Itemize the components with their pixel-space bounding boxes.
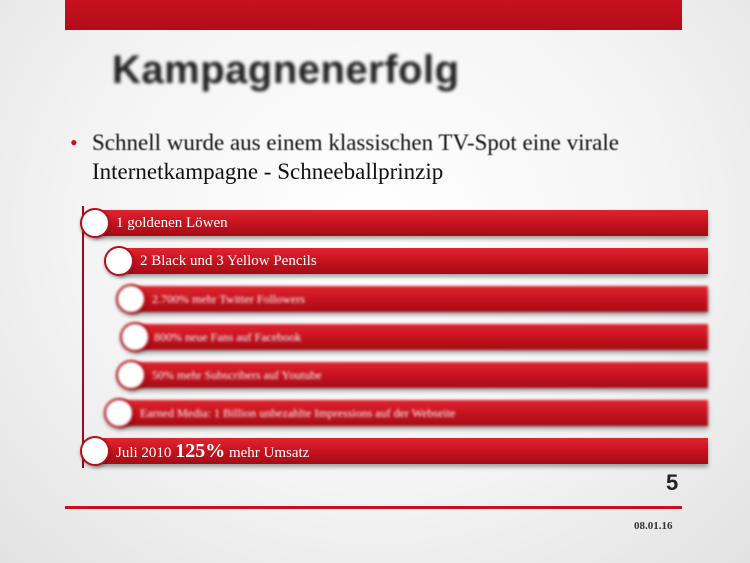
slide-title: Kampagnenerfolg [112, 48, 460, 92]
list-item-bar: Juli 2010 125% mehr Umsatz [94, 438, 708, 464]
list-item-circle-icon [104, 398, 134, 428]
list-item-bar: 2 Black und 3 Yellow Pencils [118, 248, 708, 274]
list-item-circle-icon [116, 360, 146, 390]
bullet-text-line-2: Internetkampagne - Schneeballprinzip [92, 159, 444, 184]
bullet-point: • Schnell wurde aus einem klassischen TV… [70, 128, 690, 186]
list-item-circle-icon [120, 322, 150, 352]
top-accent-bar [65, 0, 682, 30]
bullet-text-line-1: Schnell wurde aus einem klassischen TV-S… [92, 130, 619, 155]
list-item-bar: 50% mehr Subscribers auf Youtube [130, 362, 708, 388]
list-item-suffix: mehr Umsatz [228, 445, 310, 461]
list-item-label: 50% mehr Subscribers auf Youtube [152, 368, 322, 382]
list-item-bar: 800% neue Fans auf Facebook [134, 324, 708, 350]
list-item-label: 800% neue Fans auf Facebook [154, 330, 302, 344]
list-item-label: 2.700% mehr Twitter Followers [152, 292, 305, 306]
list-connector-line [82, 206, 84, 468]
list-item-label: 2 Black und 3 Yellow Pencils [140, 253, 317, 269]
list-item-circle-icon [104, 246, 134, 276]
list-item-bar: 2.700% mehr Twitter Followers [130, 286, 708, 312]
page-number: 5 [666, 470, 679, 495]
list-item-circle-icon [80, 436, 110, 466]
list-item-label: 1 goldenen Löwen [116, 215, 228, 231]
slide-date: 08.01.16 [634, 520, 673, 532]
list-item-circle-icon [116, 284, 146, 314]
bottom-divider [65, 506, 682, 509]
bullet-dot-icon: • [70, 130, 78, 155]
list-item-label: Earned Media: 1 Billion unbezahlte Impre… [140, 406, 456, 420]
list-item-bar: 1 goldenen Löwen [94, 210, 708, 236]
list-item-circle-icon [80, 208, 110, 238]
list-item-bar: Earned Media: 1 Billion unbezahlte Impre… [118, 400, 708, 426]
list-item-highlight: 125% [175, 440, 226, 462]
list-item-label: Juli 2010 125% mehr Umsatz [116, 438, 309, 464]
list-item-prefix: Juli 2010 [116, 445, 172, 461]
